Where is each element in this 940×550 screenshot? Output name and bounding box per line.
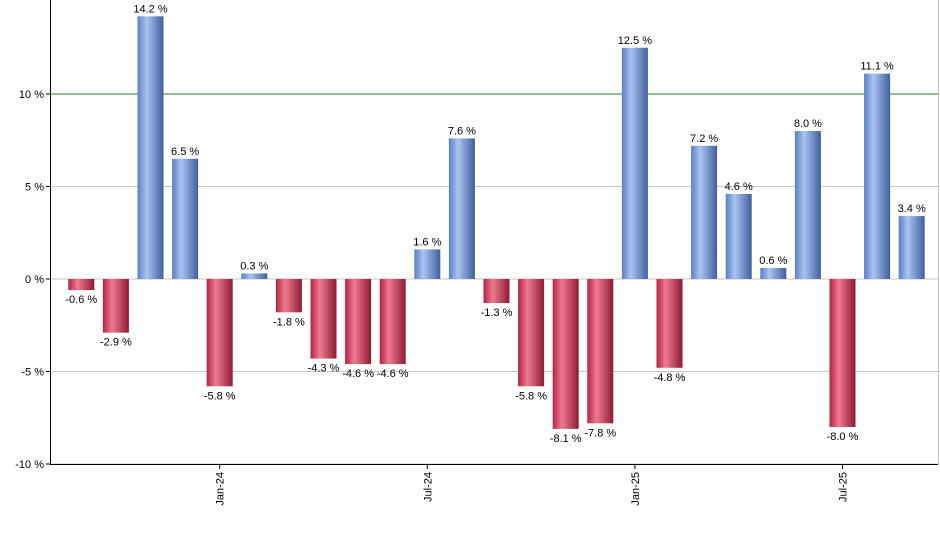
bar bbox=[379, 279, 406, 365]
bar bbox=[587, 279, 614, 424]
bar bbox=[691, 145, 718, 279]
data-label: -7.8 % bbox=[584, 427, 616, 439]
data-label: 7.2 % bbox=[690, 133, 718, 145]
data-label: 4.6 % bbox=[725, 181, 753, 193]
data-label: -4.8 % bbox=[654, 372, 686, 384]
axes: 10 % 5 % 0 % -5 % -10 % Jan-24 Jul-24 Jan-25 Jul… bbox=[15, 0, 939, 506]
x-tick-label: Jan-24 bbox=[215, 472, 227, 506]
data-label: -8.1 % bbox=[550, 433, 582, 445]
data-label: 6.5 % bbox=[171, 146, 199, 158]
data-label: -4.6 % bbox=[377, 368, 409, 380]
bar bbox=[172, 158, 199, 279]
data-label: -1.8 % bbox=[273, 316, 305, 328]
y-tick-label: -5 % bbox=[21, 367, 44, 379]
data-label: 1.6 % bbox=[413, 236, 441, 248]
bar bbox=[345, 279, 372, 365]
bar bbox=[414, 249, 441, 279]
bar bbox=[621, 47, 648, 279]
bar bbox=[448, 138, 475, 279]
data-label: 0.6 % bbox=[759, 255, 787, 267]
bar bbox=[864, 73, 891, 280]
bar bbox=[656, 279, 683, 368]
y-tick-label: 5 % bbox=[25, 182, 44, 194]
bar bbox=[552, 279, 579, 429]
x-tick-label: Jul-24 bbox=[422, 472, 434, 502]
y-tick-label: 0 % bbox=[25, 274, 44, 286]
bar bbox=[206, 279, 233, 387]
bar bbox=[829, 279, 856, 427]
bar bbox=[310, 279, 337, 359]
data-label: -4.3 % bbox=[308, 363, 340, 375]
data-label: -2.9 % bbox=[100, 337, 132, 349]
x-tick-label: Jan-25 bbox=[630, 472, 642, 506]
data-label: 12.5 % bbox=[618, 35, 652, 47]
data-label: 3.4 % bbox=[898, 203, 926, 215]
data-label: -8.0 % bbox=[827, 431, 859, 443]
bar bbox=[760, 267, 787, 279]
bar bbox=[725, 193, 752, 279]
bar bbox=[137, 16, 164, 280]
bar bbox=[518, 279, 545, 387]
bar bbox=[275, 279, 302, 313]
y-tick-label: 10 % bbox=[19, 89, 44, 101]
data-label: 0.3 % bbox=[240, 260, 268, 272]
data-label: 11.1 % bbox=[860, 61, 894, 73]
data-label: 7.6 % bbox=[448, 125, 476, 137]
x-tick-label: Jul-25 bbox=[838, 472, 850, 502]
bar bbox=[898, 216, 925, 279]
bar bbox=[483, 279, 510, 304]
bars bbox=[68, 16, 925, 429]
data-label: -5.8 % bbox=[204, 390, 236, 402]
data-label: 14.2 % bbox=[133, 3, 167, 15]
data-label: -4.6 % bbox=[342, 368, 374, 380]
data-label: 8.0 % bbox=[794, 118, 822, 130]
bar bbox=[102, 279, 129, 333]
data-labels: -0.6 % -2.9 % 14.2 % 6.5 % -5.8 % 0.3 % -1.8 %… bbox=[65, 3, 926, 445]
y-tick-label: -10 % bbox=[15, 459, 44, 471]
data-label: -0.6 % bbox=[65, 294, 97, 306]
data-label: -5.8 % bbox=[515, 390, 547, 402]
bar bbox=[68, 279, 95, 291]
bar bbox=[241, 273, 268, 279]
bar bbox=[794, 131, 821, 279]
data-label: -1.3 % bbox=[481, 307, 513, 319]
